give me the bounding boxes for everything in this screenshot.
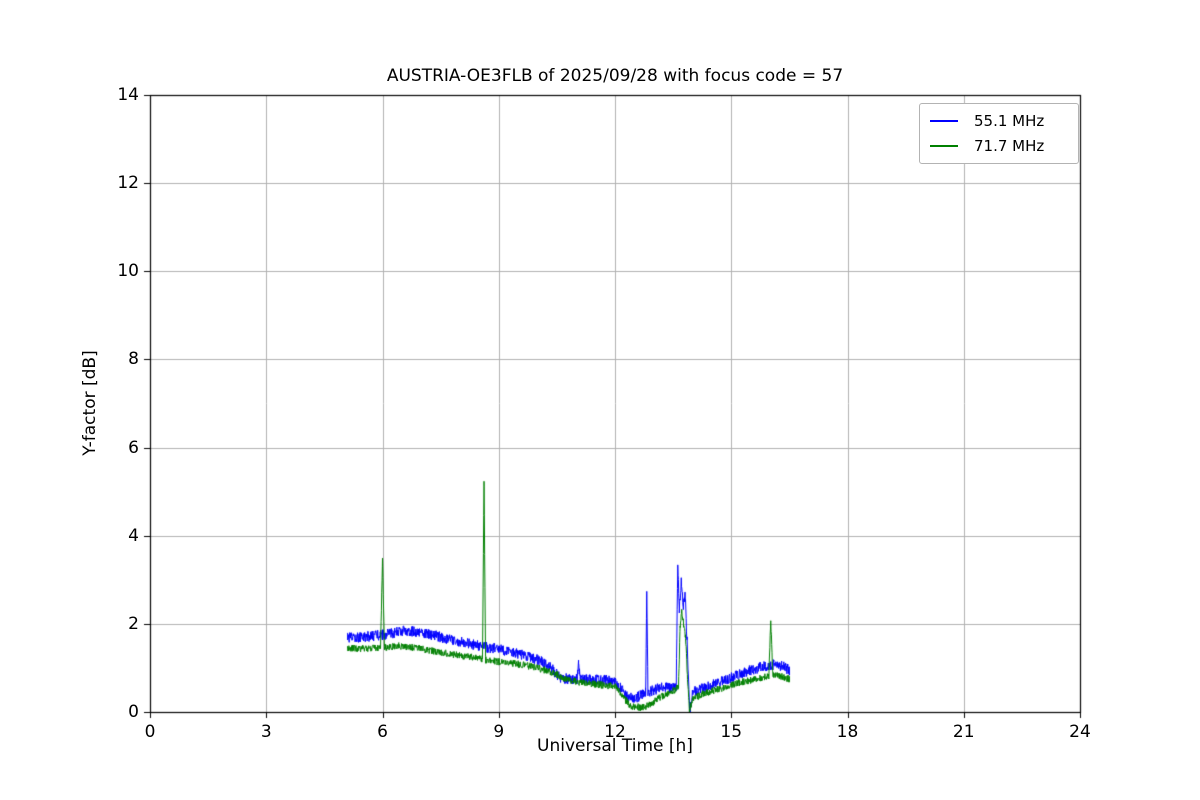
y-tick-label: 6: [128, 437, 139, 458]
x-tick-label: 21: [952, 722, 975, 742]
y-tick-label: 4: [128, 525, 139, 546]
y-tick-label: 2: [128, 613, 139, 634]
x-axis-label: Universal Time [h]: [537, 736, 693, 756]
x-tick-label: 15: [720, 722, 743, 742]
y-tick-label: 14: [117, 85, 139, 105]
legend-line-swatch-blue: [930, 120, 958, 122]
x-tick-label: 6: [377, 722, 388, 742]
y-tick-label: 0: [128, 702, 139, 722]
legend: 55.1 MHz 71.7 MHz: [919, 103, 1079, 164]
x-tick-label: 18: [836, 722, 859, 742]
legend-label: 55.1 MHz: [974, 112, 1045, 130]
y-tick-label: 10: [117, 261, 139, 282]
y-axis-label: Y-factor [dB]: [80, 350, 100, 456]
y-tick-label: 8: [128, 349, 139, 370]
legend-line-swatch-green: [930, 145, 958, 147]
x-tick-label: 24: [1069, 722, 1091, 742]
x-tick-label: 0: [144, 722, 156, 742]
legend-label: 71.7 MHz: [974, 137, 1045, 155]
legend-entry: 55.1 MHz: [930, 112, 1068, 130]
chart-title: AUSTRIA-OE3FLB of 2025/09/28 with focus …: [386, 66, 844, 86]
y-tick-label: 12: [117, 173, 139, 194]
x-tick-label: 3: [260, 722, 272, 742]
x-tick-label: 9: [493, 722, 505, 742]
x-tick-label: 12: [604, 722, 626, 742]
legend-entry: 71.7 MHz: [930, 137, 1068, 155]
